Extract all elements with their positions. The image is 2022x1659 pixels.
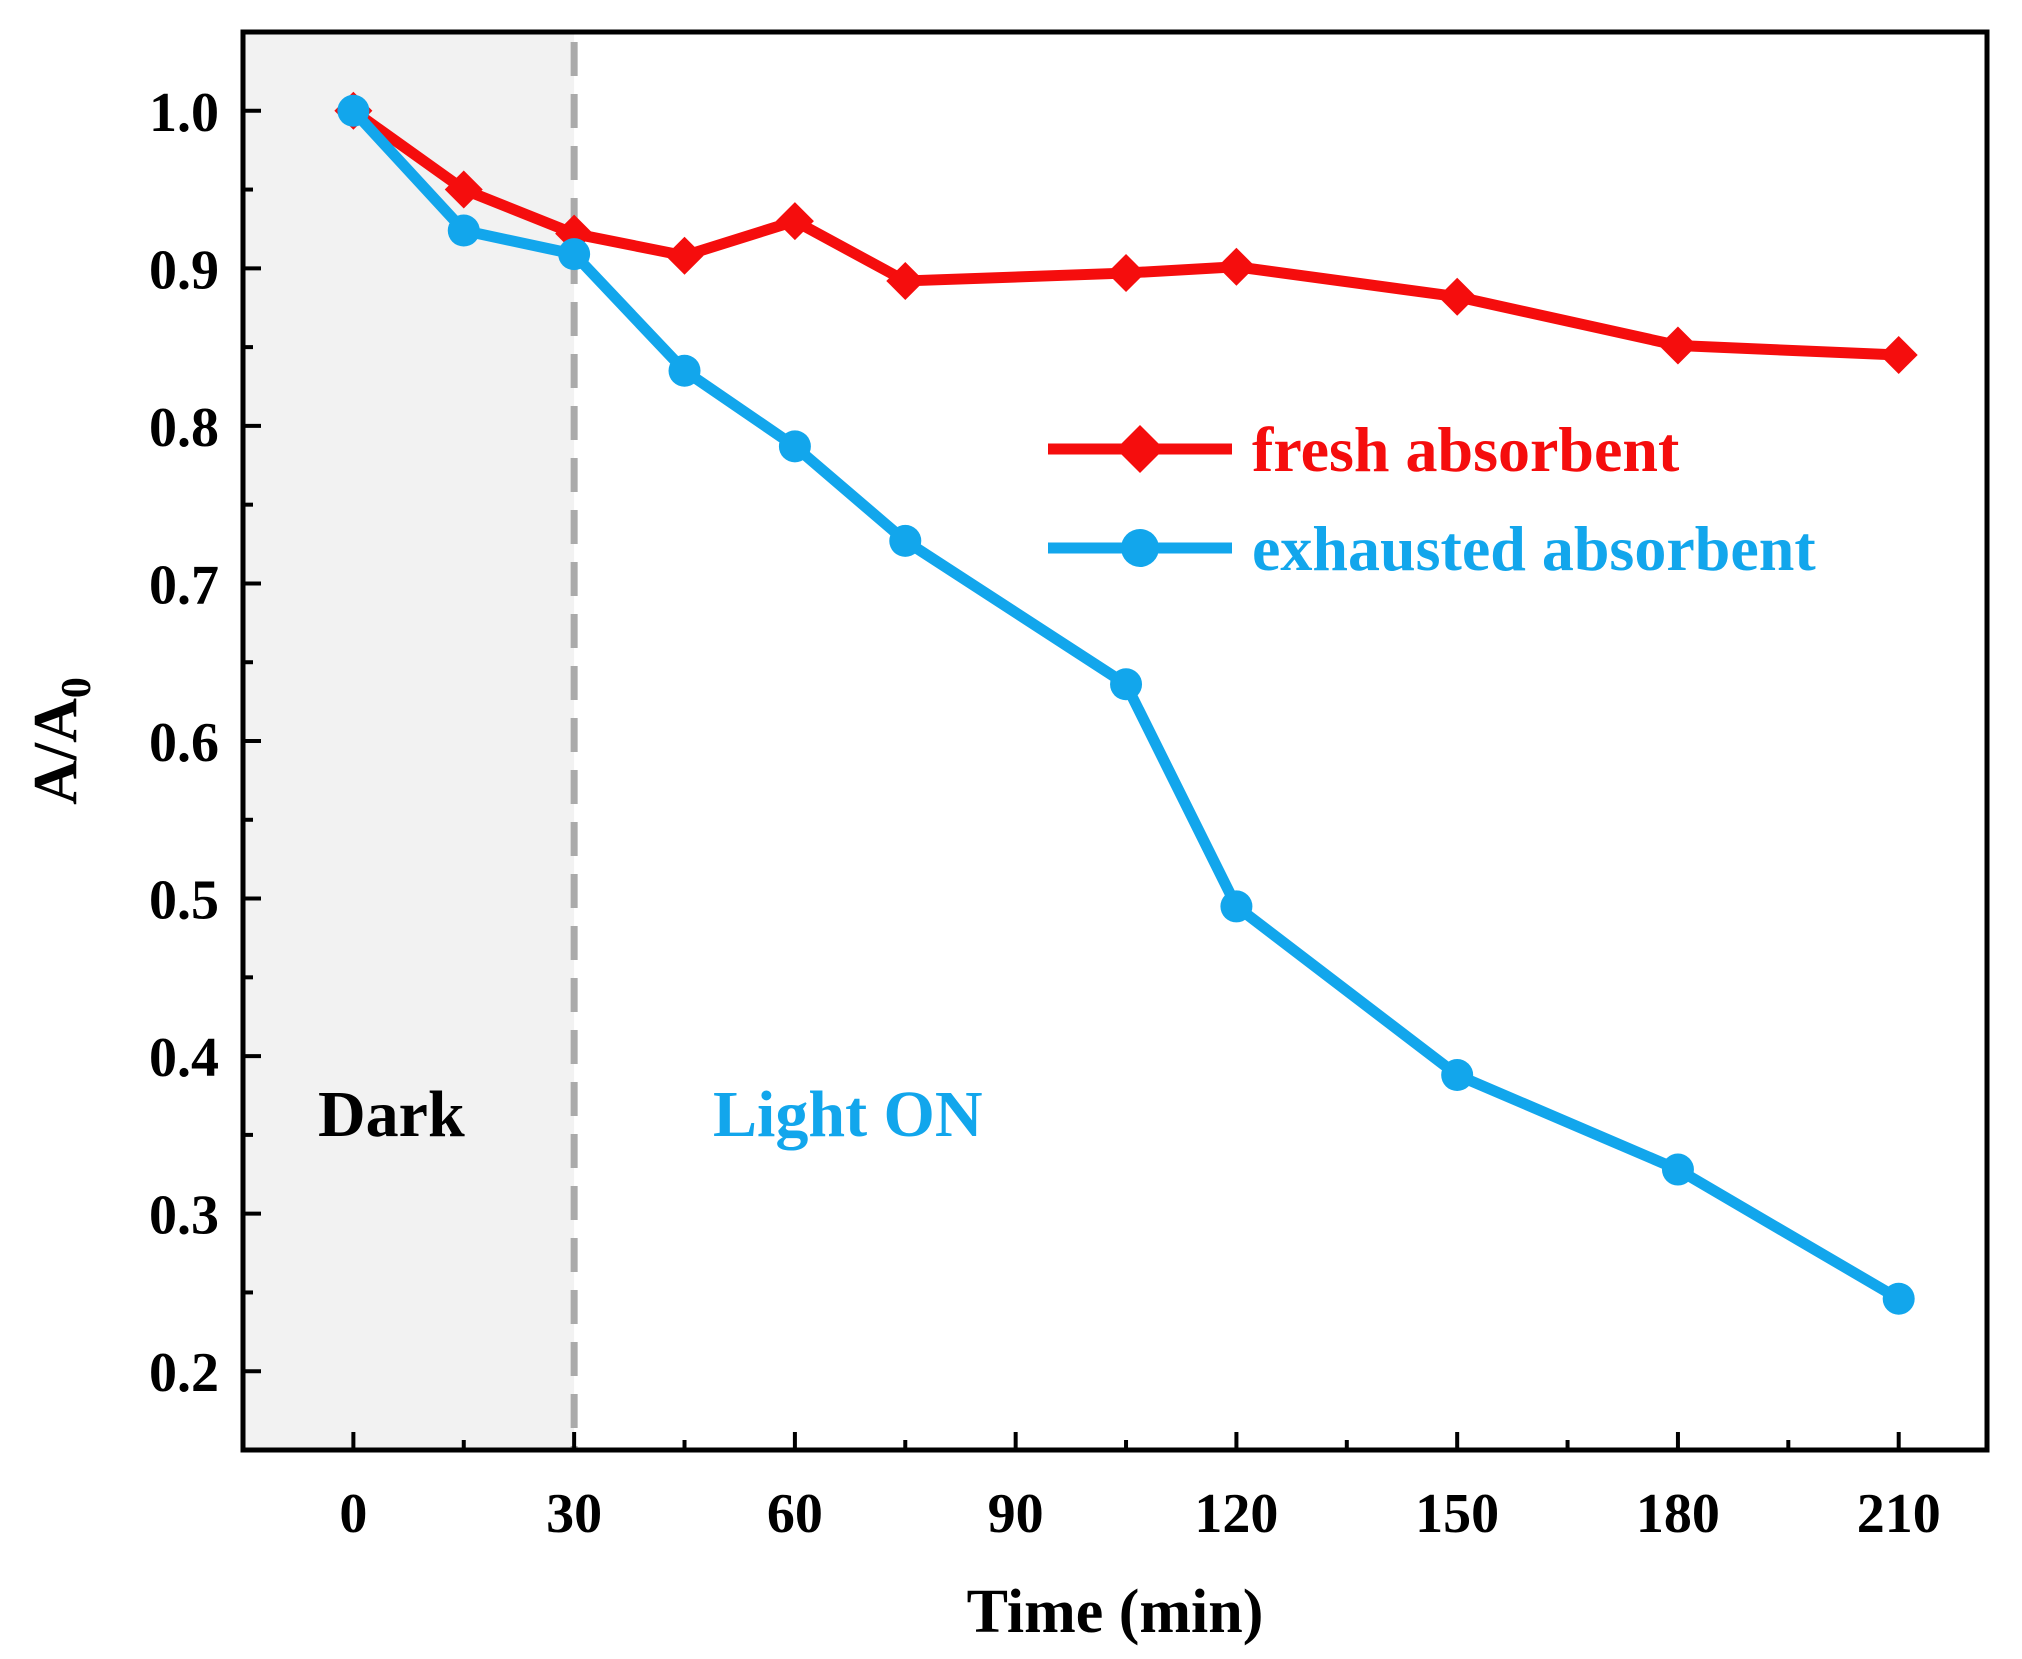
y-tick-label: 0.6 — [149, 712, 219, 774]
data-point-exhausted-absorbent — [1661, 1153, 1694, 1186]
legend-label-fresh-absorbent: fresh absorbent — [1252, 414, 1680, 485]
legend: fresh absorbent exhausted absorbent — [1048, 414, 1816, 584]
data-point-exhausted-absorbent — [1110, 668, 1143, 701]
data-point-exhausted-absorbent — [1220, 890, 1253, 923]
x-tick-label: 60 — [767, 1483, 823, 1545]
legend-label-exhausted-absorbent: exhausted absorbent — [1252, 513, 1816, 584]
axis-ticks: 0 30 60 90 120 150 180 210 0.2 0.3 0.4 0.5 0.6 0.7 0.8… — [149, 82, 1941, 1545]
y-tick-label: 0.3 — [149, 1185, 219, 1247]
data-point-exhausted-absorbent — [668, 354, 701, 387]
y-tick-label: 1.0 — [149, 82, 219, 144]
legend-marker-fresh-absorbent — [1116, 425, 1164, 473]
x-tick-label: 120 — [1194, 1483, 1278, 1545]
data-point-fresh-absorbent — [1217, 247, 1256, 286]
data-point-fresh-absorbent — [1107, 254, 1146, 293]
dark-region-label: Dark — [318, 1078, 465, 1151]
data-point-exhausted-absorbent — [558, 238, 591, 271]
data-point-fresh-absorbent — [775, 202, 814, 241]
x-axis-title: Time (min) — [967, 1578, 1264, 1646]
x-tick-label: 150 — [1415, 1483, 1499, 1545]
data-point-exhausted-absorbent — [1882, 1282, 1915, 1315]
legend-marker-exhausted-absorbent — [1121, 529, 1159, 567]
data-point-fresh-absorbent — [1658, 326, 1697, 365]
data-point-fresh-absorbent — [886, 261, 925, 300]
data-point-exhausted-absorbent — [778, 430, 811, 463]
data-point-exhausted-absorbent — [889, 524, 922, 557]
data-point-fresh-absorbent — [1438, 277, 1477, 316]
y-tick-label: 0.2 — [149, 1342, 219, 1404]
light-on-region-label: Light ON — [713, 1078, 983, 1151]
series-layer — [334, 91, 1918, 1315]
y-tick-label: 0.5 — [149, 870, 219, 932]
data-point-exhausted-absorbent — [447, 214, 480, 247]
x-tick-label: 180 — [1636, 1483, 1720, 1545]
y-tick-label: 0.4 — [149, 1027, 219, 1089]
data-point-fresh-absorbent — [1879, 335, 1918, 374]
data-point-exhausted-absorbent — [337, 94, 370, 127]
y-axis-title-main: A/A — [22, 698, 90, 805]
y-axis-title-subscript: 0 — [54, 677, 100, 698]
y-tick-label: 0.8 — [149, 397, 219, 459]
data-point-fresh-absorbent — [665, 236, 704, 275]
x-tick-label: 90 — [988, 1483, 1044, 1545]
y-axis-title: A/A0 — [22, 677, 100, 805]
x-tick-label: 0 — [339, 1483, 367, 1545]
x-tick-label: 210 — [1857, 1483, 1941, 1545]
x-tick-label: 30 — [546, 1483, 602, 1545]
data-point-exhausted-absorbent — [1441, 1059, 1474, 1092]
y-tick-label: 0.7 — [149, 554, 219, 616]
y-tick-label: 0.9 — [149, 239, 219, 301]
data-point-fresh-absorbent — [444, 170, 483, 209]
dark-region-shading — [243, 32, 575, 1450]
